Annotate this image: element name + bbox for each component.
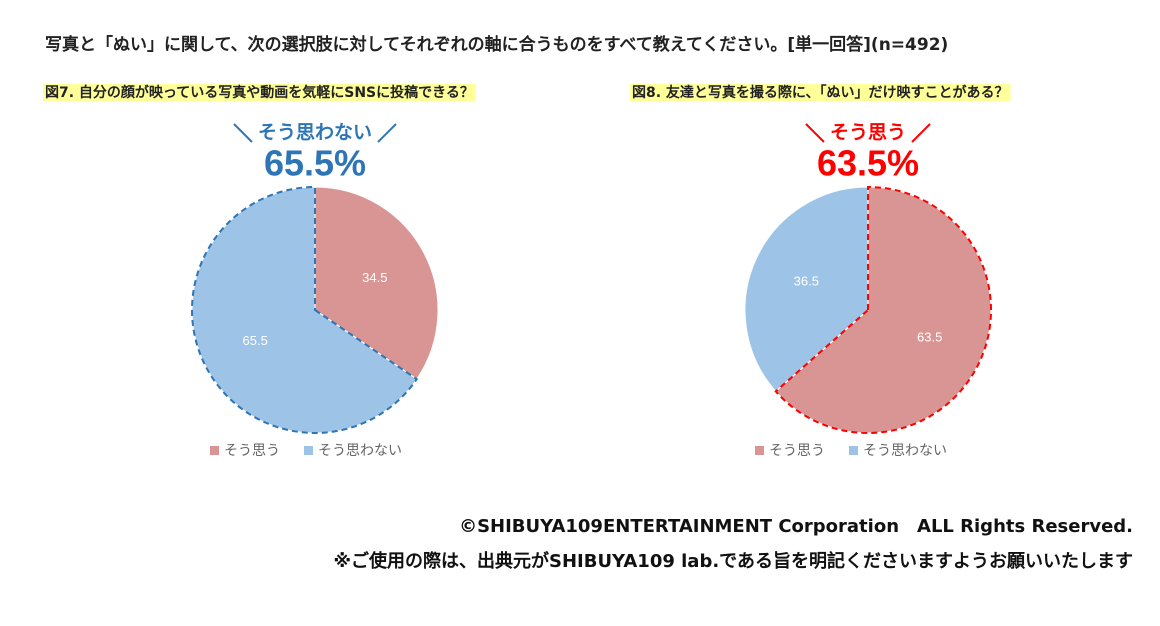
data-label: 36.5 bbox=[794, 274, 819, 289]
callout-text: そう思う bbox=[830, 122, 906, 144]
legend-swatch bbox=[304, 446, 313, 455]
copyright: ©SHIBUYA109ENTERTAINMENT Corporation ALL… bbox=[459, 516, 1133, 537]
chart-title: 図8. 友達と写真を撮る際に、「ぬい」だけ映すことがある？ bbox=[632, 84, 1009, 101]
callout-slash bbox=[911, 123, 931, 143]
callout-slash bbox=[805, 123, 825, 143]
callout-value: 65.5% bbox=[264, 143, 366, 184]
legend-label: そう思う bbox=[769, 443, 825, 459]
legend-swatch bbox=[210, 446, 219, 455]
page-title: 写真と「ぬい」に関して、次の選択肢に対してそれぞれの軸に合うものをすべて教えてく… bbox=[45, 34, 948, 55]
chart-title: 図7. 自分の顔が映っている写真や動画を気軽にSNSに投稿できる？ bbox=[45, 84, 474, 101]
usage-note: ※ご使用の際は、出典元がSHIBUYA109 lab.である旨を明記くださいます… bbox=[334, 550, 1134, 572]
legend-swatch bbox=[849, 446, 858, 455]
legend-label: そう思わない bbox=[863, 443, 947, 459]
highlight-outline bbox=[774, 185, 992, 434]
data-label: 63.5 bbox=[917, 329, 942, 344]
title-highlight bbox=[43, 84, 476, 101]
callout-text: そう思わない bbox=[258, 122, 372, 144]
data-label: 34.5 bbox=[362, 270, 387, 285]
legend-label: そう思わない bbox=[318, 443, 402, 459]
callout-slash bbox=[377, 123, 397, 143]
callout-value: 63.5% bbox=[817, 143, 919, 184]
callout-slash bbox=[233, 123, 253, 143]
data-label: 65.5 bbox=[243, 333, 268, 348]
title-highlight bbox=[630, 84, 1011, 101]
pie-slice bbox=[314, 186, 439, 380]
legend-label: そう思う bbox=[224, 443, 280, 459]
legend-swatch bbox=[755, 446, 764, 455]
highlight-outline bbox=[191, 185, 419, 434]
pie-slice bbox=[744, 186, 869, 393]
